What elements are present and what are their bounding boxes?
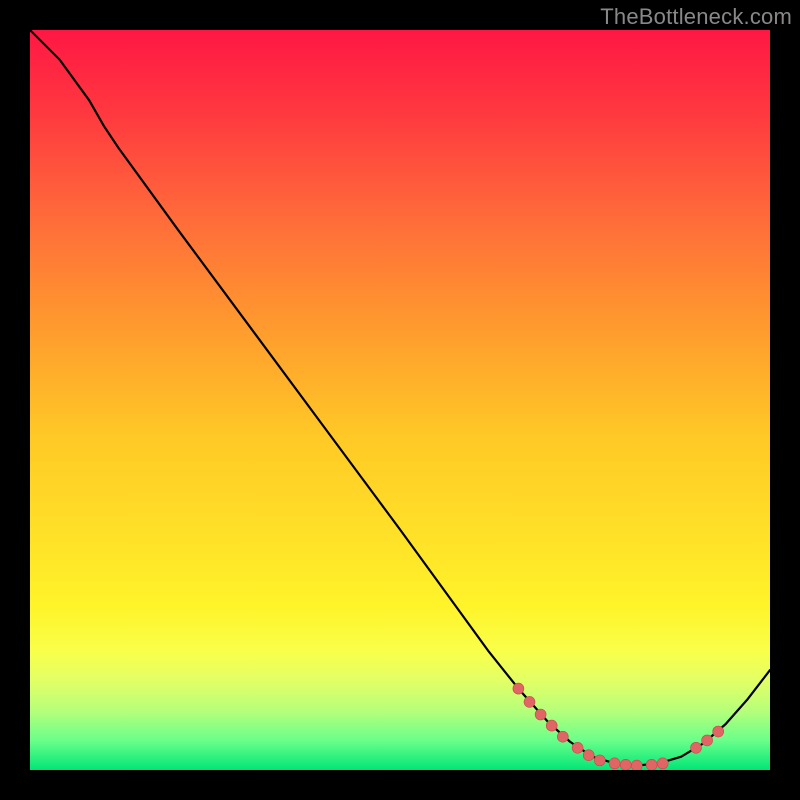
marker-point — [513, 683, 524, 694]
marker-point — [535, 709, 546, 720]
marker-point — [620, 759, 631, 770]
marker-point — [691, 742, 702, 753]
marker-point — [557, 731, 568, 742]
marker-point — [631, 760, 642, 770]
chart-svg — [30, 30, 770, 770]
marker-point — [583, 750, 594, 761]
marker-point — [646, 759, 657, 770]
marker-point — [702, 735, 713, 746]
marker-point — [713, 726, 724, 737]
marker-point — [609, 758, 620, 769]
watermark-text: TheBottleneck.com — [600, 4, 792, 30]
marker-point — [594, 755, 605, 766]
chart-background — [30, 30, 770, 770]
marker-point — [657, 758, 668, 769]
marker-point — [572, 742, 583, 753]
marker-point — [524, 696, 535, 707]
marker-point — [546, 720, 557, 731]
chart-plot-area — [30, 30, 770, 770]
